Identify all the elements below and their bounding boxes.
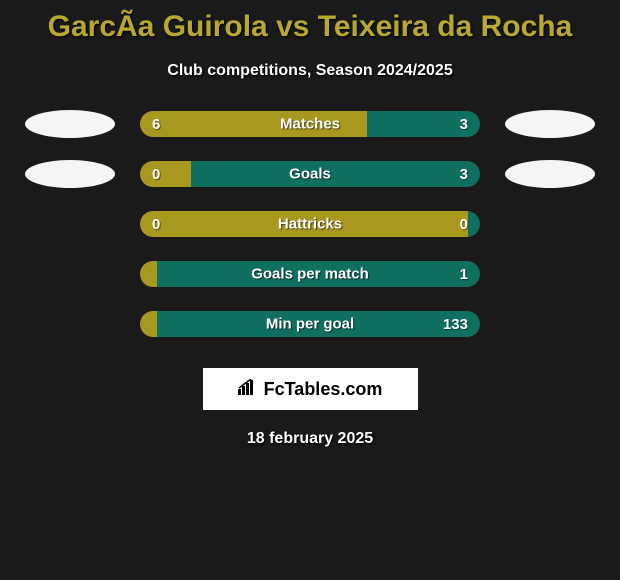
date-label: 18 february 2025 <box>0 430 620 448</box>
stat-label: Goals <box>289 166 331 183</box>
stat-value-right: 0 <box>460 216 468 233</box>
avatar-spacer <box>25 310 115 338</box>
stat-value-right: 3 <box>460 116 468 133</box>
stat-value-right: 133 <box>443 316 468 333</box>
player-avatar-left <box>25 160 115 188</box>
stat-value-right: 3 <box>460 166 468 183</box>
stat-row: 00Hattricks <box>0 210 620 238</box>
chart-icon <box>238 379 258 400</box>
logo-label: FcTables.com <box>264 379 383 400</box>
stat-row: 1 Goals per match <box>0 260 620 288</box>
stat-bar: 0 3 Goals <box>140 161 480 187</box>
bar-right: 3 <box>367 111 480 137</box>
bar-left <box>140 311 157 337</box>
stat-bar: 6 3 Matches <box>140 111 480 137</box>
player-avatar-right <box>505 110 595 138</box>
stat-row: 133 Min per goal <box>0 310 620 338</box>
main-container: GarcÃa Guirola vs Teixeira da Rocha Club… <box>0 0 620 458</box>
bar-left <box>140 261 157 287</box>
stat-bar: 133 Min per goal <box>140 311 480 337</box>
stat-bar: 00Hattricks <box>140 211 480 237</box>
avatar-spacer <box>505 260 595 288</box>
player-avatar-right <box>505 160 595 188</box>
bar-right: 0 <box>468 211 480 237</box>
stat-label: Hattricks <box>278 216 342 233</box>
bar-right: 3 <box>191 161 480 187</box>
stat-value-right: 1 <box>460 266 468 283</box>
avatar-spacer <box>25 260 115 288</box>
bar-left: 0 <box>140 161 191 187</box>
stat-bar: 1 Goals per match <box>140 261 480 287</box>
logo-box[interactable]: FcTables.com <box>203 368 418 410</box>
subtitle: Club competitions, Season 2024/2025 <box>0 62 620 80</box>
stat-label: Goals per match <box>251 266 369 283</box>
stat-value-left: 0 <box>152 216 160 233</box>
stat-label: Matches <box>280 116 340 133</box>
avatar-spacer <box>505 210 595 238</box>
page-title: GarcÃa Guirola vs Teixeira da Rocha <box>0 10 620 44</box>
avatar-spacer <box>25 210 115 238</box>
stats-container: 63Matches03Goals00Hattricks1Goals per ma… <box>0 110 620 338</box>
stat-value-left: 6 <box>152 116 160 133</box>
stat-label: Min per goal <box>266 316 354 333</box>
player-avatar-left <box>25 110 115 138</box>
stat-value-left: 0 <box>152 166 160 183</box>
stat-row: 6 3 Matches <box>0 110 620 138</box>
stat-row: 0 3 Goals <box>0 160 620 188</box>
avatar-spacer <box>505 310 595 338</box>
logo-text: FcTables.com <box>238 379 383 400</box>
